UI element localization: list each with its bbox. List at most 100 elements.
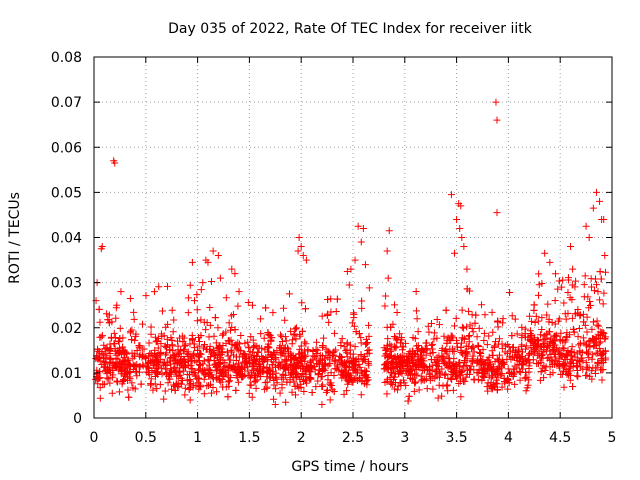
data-point (480, 337, 488, 345)
data-point (515, 347, 523, 355)
data-point (200, 357, 208, 365)
data-point (391, 385, 399, 393)
data-point (291, 325, 299, 333)
data-point (298, 327, 306, 335)
data-point (111, 159, 119, 167)
data-point (290, 378, 298, 386)
data-point (447, 191, 455, 199)
data-point (327, 295, 335, 303)
data-point (262, 304, 270, 312)
data-point (534, 317, 542, 325)
data-point (466, 366, 474, 374)
data-point (362, 340, 370, 348)
data-point (288, 340, 296, 348)
data-point (189, 383, 197, 391)
data-point (125, 393, 133, 401)
data-point (268, 356, 276, 364)
data-point (546, 337, 554, 345)
data-point (580, 339, 588, 347)
data-point (398, 343, 406, 351)
data-point (528, 331, 536, 339)
data-point (412, 378, 420, 386)
data-point (583, 371, 591, 379)
data-point (313, 338, 321, 346)
data-point (124, 360, 132, 368)
data-point (138, 353, 146, 361)
data-point (492, 376, 500, 384)
data-point (260, 334, 268, 342)
data-point (161, 351, 169, 359)
data-point (449, 386, 457, 394)
data-point (417, 353, 425, 361)
data-point (105, 311, 113, 319)
data-point (406, 365, 414, 373)
x-tick-label: 4.5 (549, 430, 571, 446)
data-point (427, 319, 435, 327)
data-point (559, 276, 567, 284)
data-point (431, 374, 439, 382)
data-point (391, 301, 399, 309)
data-point (451, 249, 459, 257)
data-point (508, 332, 516, 340)
data-point (600, 215, 608, 223)
data-point (465, 332, 473, 340)
data-point (435, 381, 443, 389)
data-point (222, 328, 230, 336)
data-point (326, 396, 334, 404)
data-point (163, 369, 171, 377)
data-point (416, 358, 424, 366)
data-point (505, 368, 513, 376)
data-point (224, 393, 232, 401)
data-point (227, 312, 235, 320)
data-point (564, 309, 572, 317)
data-point (130, 308, 138, 316)
data-point (567, 348, 575, 356)
data-point (330, 387, 338, 395)
data-point (494, 364, 502, 372)
data-point (412, 307, 420, 315)
data-point (276, 389, 284, 397)
data-point (430, 329, 438, 337)
data-point (285, 366, 293, 374)
data-point (384, 274, 392, 282)
data-point (344, 380, 352, 388)
data-point (325, 349, 333, 357)
data-point (137, 380, 145, 388)
data-point (216, 274, 224, 282)
data-point (539, 335, 547, 343)
data-point (116, 335, 124, 343)
data-point (287, 327, 295, 335)
data-point (168, 336, 176, 344)
data-point (488, 308, 496, 316)
axis-ticks (93, 56, 613, 419)
data-point (126, 295, 134, 303)
data-point (361, 353, 369, 361)
data-point (546, 328, 554, 336)
data-point (171, 351, 179, 359)
data-point (495, 335, 503, 343)
data-point (552, 331, 560, 339)
data-point (221, 359, 229, 367)
data-point (595, 322, 603, 330)
data-point (546, 363, 554, 371)
data-point (358, 369, 366, 377)
data-point (133, 346, 141, 354)
data-point (596, 296, 604, 304)
data-point (396, 339, 404, 347)
data-point (113, 301, 121, 309)
data-point (343, 353, 351, 361)
data-point (100, 341, 108, 349)
data-point (416, 359, 424, 367)
data-point (483, 341, 491, 349)
data-point (253, 376, 261, 384)
data-point (600, 289, 608, 297)
data-point (567, 243, 575, 251)
data-point (543, 342, 551, 350)
data-point (569, 325, 577, 333)
data-point (139, 320, 147, 328)
data-point (301, 338, 309, 346)
data-point (583, 363, 591, 371)
y-tick-labels: 0 0.01 0.02 0.03 0.04 0.05 0.06 0.07 0.08 (51, 50, 82, 427)
data-point (225, 319, 233, 327)
data-point (107, 334, 115, 342)
